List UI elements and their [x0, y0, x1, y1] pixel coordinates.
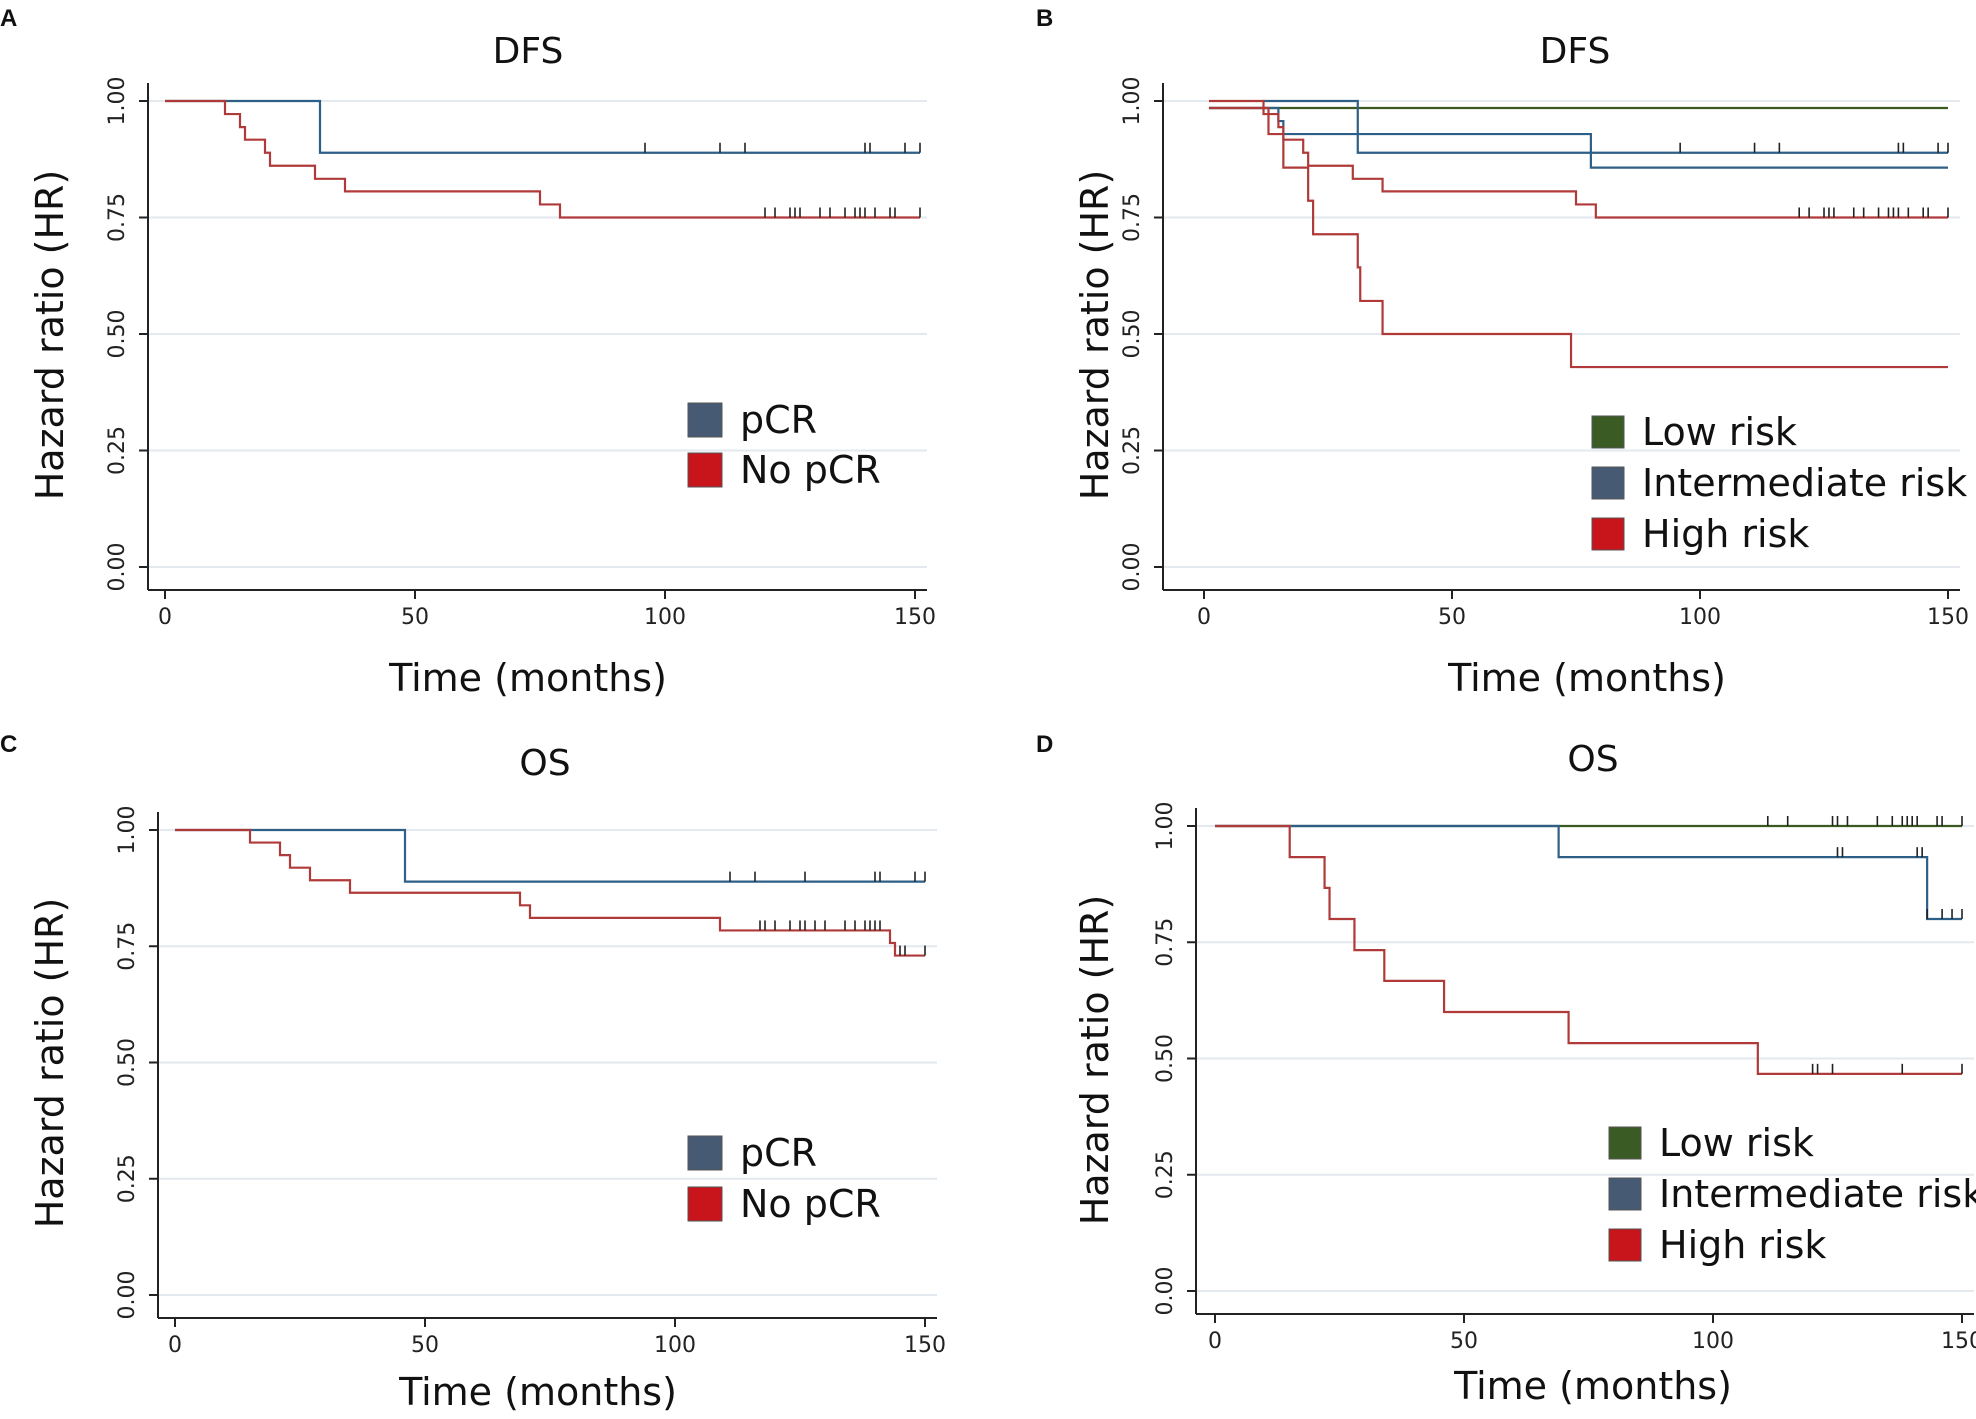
y-tick-label: 0.75 — [115, 922, 140, 971]
legend-label: pCR — [740, 1131, 817, 1175]
legend-swatch — [687, 452, 723, 488]
y-tick-label: 1.00 — [115, 806, 140, 855]
km-curve-high-risk-no-pcr — [1208, 99, 1948, 219]
legend-swatch — [1591, 517, 1625, 551]
chart-title: OS — [519, 743, 570, 784]
panel-d: D OS 0.00 0.25 0.50 0.75 1.00 0 50 100 150 Hazard r… — [1036, 731, 1976, 1408]
y-tick-label: 0.25 — [105, 426, 130, 475]
y-tick-label: 0.50 — [105, 310, 130, 359]
y-tick-label: 0.25 — [115, 1154, 140, 1203]
y-axis-title: Hazard ratio (HR) — [1073, 895, 1117, 1226]
km-curve-intermediate-risk — [1208, 106, 1948, 169]
y-tick-label: 1.00 — [105, 77, 130, 126]
y-tick-label: 0.75 — [105, 193, 130, 242]
legend-swatch — [1608, 1228, 1642, 1262]
legend-label: Intermediate risk — [1659, 1172, 1976, 1216]
legend-swatch — [1608, 1126, 1642, 1160]
legend-label: Low risk — [1642, 410, 1797, 454]
km-curve-pcr — [175, 828, 925, 883]
legend-label: High risk — [1659, 1223, 1826, 1267]
y-tick-label: 0.00 — [115, 1271, 140, 1320]
legend-swatch — [687, 402, 723, 438]
legend-swatch — [687, 1135, 723, 1171]
x-tick-label: 100 — [654, 1333, 696, 1358]
x-tick-label: 50 — [1438, 605, 1466, 630]
x-tick-label: 50 — [411, 1333, 439, 1358]
panel-label: C — [0, 731, 17, 758]
y-axis-title: Hazard ratio (HR) — [28, 170, 72, 501]
legend-label: pCR — [740, 398, 817, 442]
x-axis-title: Time (months) — [388, 656, 667, 700]
legend-label: No pCR — [740, 1182, 881, 1226]
legend-swatch — [687, 1186, 723, 1222]
x-tick-label: 100 — [644, 605, 686, 630]
km-curve-no-pcr — [165, 99, 920, 219]
legend-swatch — [1591, 415, 1625, 449]
km-curve-high-risk — [1208, 106, 1948, 369]
legend-swatch — [1608, 1177, 1642, 1211]
x-axis-title: Time (months) — [1447, 656, 1726, 700]
panel-a: A DFS 0.00 0.25 0.50 0.75 1.00 0 50 100 150 Hazard … — [0, 5, 936, 700]
chart-title: DFS — [493, 31, 564, 72]
x-tick-label: 0 — [158, 605, 172, 630]
x-tick-label: 150 — [904, 1333, 946, 1358]
x-tick-label: 100 — [1692, 1329, 1734, 1354]
legend-label: Low risk — [1659, 1121, 1814, 1165]
x-tick-label: 50 — [1450, 1329, 1478, 1354]
legend-label: Intermediate risk — [1642, 461, 1967, 505]
y-tick-label: 0.75 — [1120, 193, 1145, 242]
y-tick-label: 1.00 — [1120, 77, 1145, 126]
y-tick-label: 0.50 — [1153, 1034, 1178, 1083]
panel-b: B DFS 0.00 0.25 0.50 0.75 1.00 0 50 100 150 Hazard … — [1036, 5, 1969, 700]
x-tick-label: 100 — [1679, 605, 1721, 630]
legend-label: No pCR — [740, 448, 881, 492]
chart-title: OS — [1567, 739, 1618, 780]
x-tick-label: 0 — [168, 1333, 182, 1358]
panel-label: D — [1036, 731, 1053, 758]
y-tick-label: 0.25 — [1120, 426, 1145, 475]
y-tick-label: 0.50 — [115, 1038, 140, 1087]
km-curve-intermediate-risk-pcr — [1263, 99, 1948, 154]
y-tick-label: 0.75 — [1153, 918, 1178, 967]
y-tick-label: 0.25 — [1153, 1150, 1178, 1199]
x-tick-label: 150 — [1927, 605, 1969, 630]
panel-label: A — [0, 5, 17, 32]
panel-c: C OS 0.00 0.25 0.50 0.75 1.00 0 50 100 150 Hazard r… — [0, 731, 946, 1414]
x-axis-title: Time (months) — [1453, 1364, 1732, 1408]
x-tick-label: 150 — [894, 605, 936, 630]
y-tick-label: 1.00 — [1153, 802, 1178, 851]
x-tick-label: 0 — [1208, 1329, 1222, 1354]
panel-label: B — [1036, 5, 1053, 32]
km-curve-no-pcr — [175, 828, 925, 957]
km-curve-high-risk — [1215, 824, 1962, 1075]
x-tick-label: 50 — [401, 605, 429, 630]
x-tick-label: 0 — [1197, 605, 1211, 630]
legend-label: High risk — [1642, 512, 1809, 556]
y-axis-title: Hazard ratio (HR) — [28, 898, 72, 1229]
y-tick-label: 0.00 — [105, 543, 130, 592]
chart-title: DFS — [1540, 31, 1611, 72]
x-axis-title: Time (months) — [398, 1370, 677, 1414]
km-curve-intermediate-risk — [1215, 824, 1962, 921]
y-axis-title: Hazard ratio (HR) — [1073, 170, 1117, 501]
km-curve-pcr — [165, 99, 920, 154]
y-tick-label: 0.00 — [1153, 1267, 1178, 1316]
x-tick-label: 150 — [1941, 1329, 1976, 1354]
legend-swatch — [1591, 466, 1625, 500]
y-tick-label: 0.00 — [1120, 543, 1145, 592]
y-tick-label: 0.50 — [1120, 310, 1145, 359]
